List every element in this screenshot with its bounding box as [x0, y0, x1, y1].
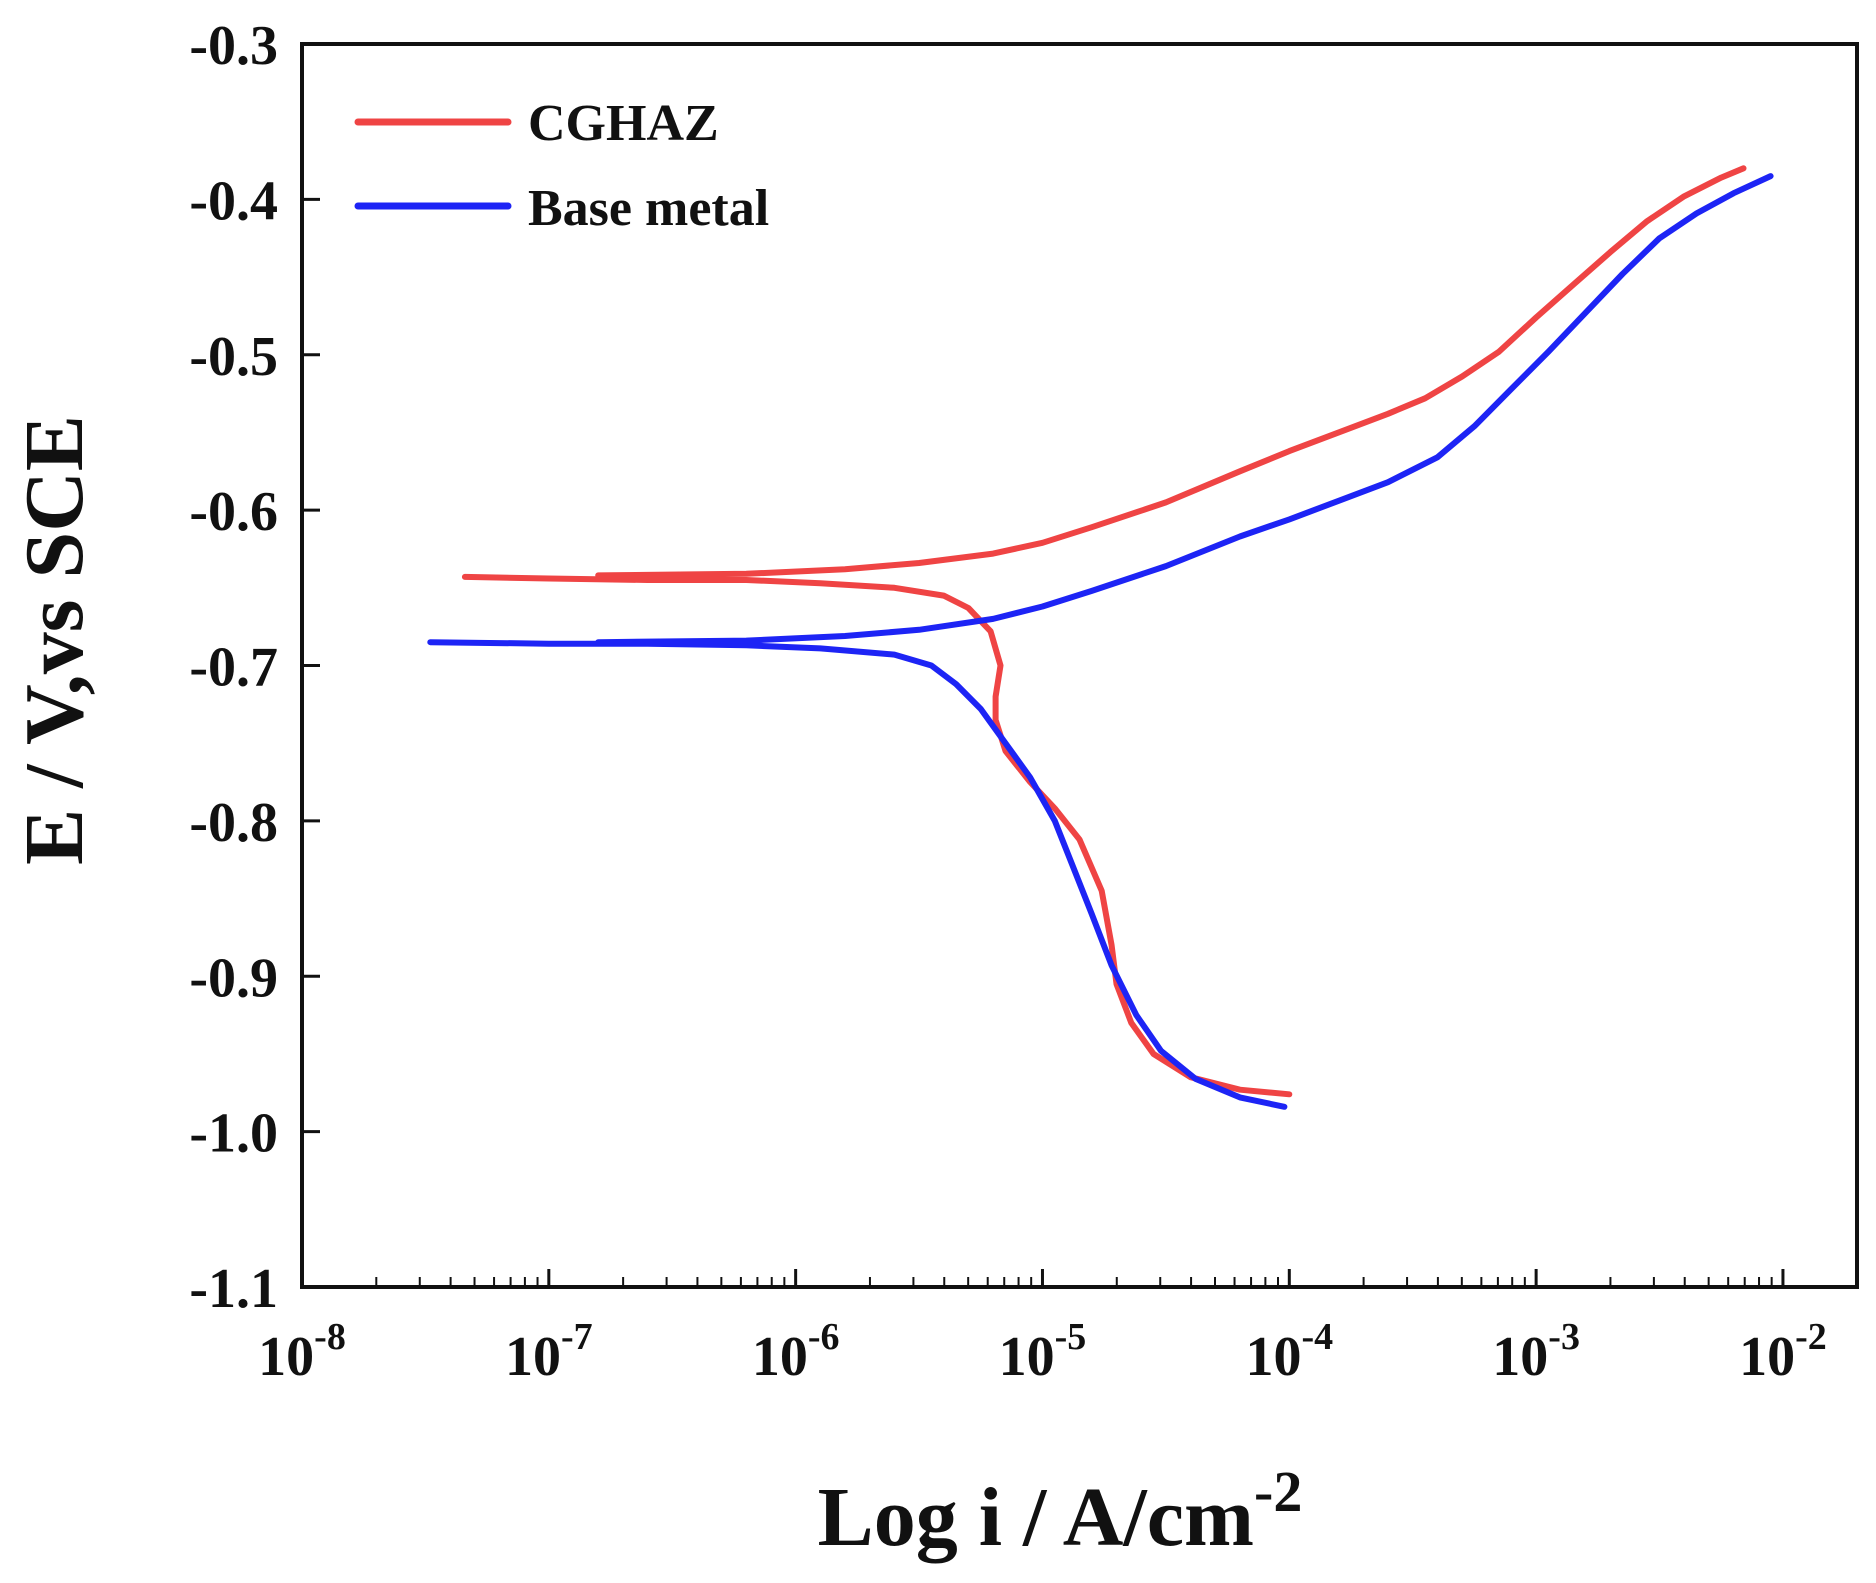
- x-tick-base: 10: [1492, 1326, 1548, 1388]
- x-tick-base: 10: [999, 1326, 1055, 1388]
- series-layer: [427, 165, 1774, 1110]
- x-tick-exponent: -8: [314, 1316, 346, 1358]
- series-line-base-metal-anodic: [595, 173, 1774, 646]
- x-tick-label: 10-3: [1492, 1316, 1580, 1388]
- x-tick-exponent: -2: [1795, 1316, 1827, 1358]
- x-tick-exponent: -6: [808, 1316, 840, 1358]
- x-tick-exponent: -7: [561, 1316, 593, 1358]
- x-tick-base: 10: [1739, 1326, 1795, 1388]
- x-tick-base: 10: [1245, 1326, 1301, 1388]
- y-tick-label: -0.8: [189, 792, 278, 854]
- x-tick-label: 10-7: [505, 1316, 593, 1388]
- y-tick-label: -1.0: [189, 1103, 278, 1165]
- x-tick-label: 10-8: [258, 1316, 346, 1388]
- y-tick-label: -0.5: [189, 326, 278, 388]
- legend-label-cghaz: CGHAZ: [528, 95, 719, 152]
- x-tick-base: 10: [505, 1326, 561, 1388]
- x-tick-label: 10-5: [999, 1316, 1087, 1388]
- y-tick-label: -0.9: [189, 947, 278, 1009]
- y-axis-title: E / V,vs SCE: [8, 415, 101, 865]
- y-axis-ticks: -0.3 -0.4 -0.5 -0.6 -0.7 -0.8 -0.9 -1.0 -1.1: [189, 15, 320, 1320]
- y-tick-label: -0.4: [189, 170, 278, 232]
- x-axis-title-main: Log i / A/cm: [818, 1471, 1254, 1564]
- x-tick-exponent: -5: [1055, 1316, 1087, 1358]
- series-line-base-metal: [427, 639, 1288, 1110]
- x-tick-label: 10-6: [752, 1316, 840, 1388]
- x-minor-ticks: [375, 1277, 1773, 1287]
- x-tick-exponent: -4: [1301, 1316, 1333, 1358]
- legend-label-base-metal: Base metal: [528, 180, 769, 237]
- x-tick-label: 10-2: [1739, 1316, 1827, 1388]
- x-tick-base: 10: [752, 1326, 808, 1388]
- x-tick-base: 10: [258, 1326, 314, 1388]
- x-tick-label: 10-4: [1245, 1316, 1333, 1388]
- y-tick-label: -0.6: [189, 481, 278, 543]
- x-axis-title: Log i / A/cm-2: [818, 1459, 1303, 1564]
- y-tick-label: -1.1: [189, 1258, 278, 1320]
- x-tick-exponent: -3: [1548, 1316, 1580, 1358]
- legend: CGHAZ Base metal: [354, 95, 769, 237]
- x-axis-title-exponent: -2: [1254, 1459, 1302, 1524]
- series-line-cghaz-anodic: [595, 165, 1747, 579]
- y-tick-label: -0.7: [189, 637, 278, 699]
- x-axis-ticks: 10-8 10-7 10-6 10-5 10-4 10-3 10-2: [258, 1269, 1827, 1388]
- y-tick-label: -0.3: [189, 15, 278, 77]
